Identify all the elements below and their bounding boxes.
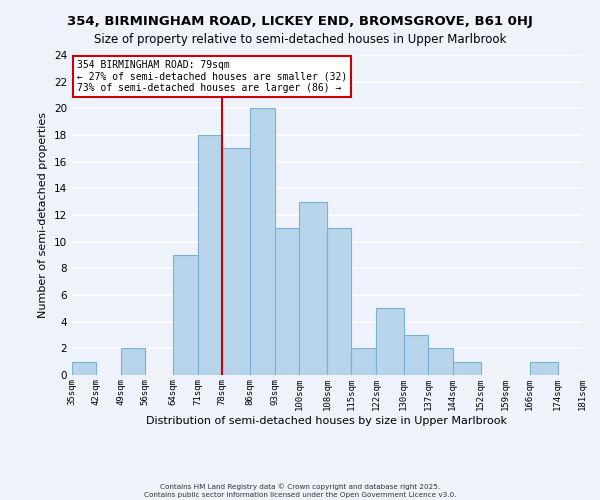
Text: 354, BIRMINGHAM ROAD, LICKEY END, BROMSGROVE, B61 0HJ: 354, BIRMINGHAM ROAD, LICKEY END, BROMSG… xyxy=(67,15,533,28)
Text: 354 BIRMINGHAM ROAD: 79sqm
← 27% of semi-detached houses are smaller (32)
73% of: 354 BIRMINGHAM ROAD: 79sqm ← 27% of semi… xyxy=(77,60,347,93)
Bar xyxy=(121,348,145,375)
Bar xyxy=(198,135,222,375)
Bar xyxy=(376,308,404,375)
Bar xyxy=(404,335,428,375)
Bar xyxy=(327,228,352,375)
Bar xyxy=(299,202,327,375)
Text: Contains HM Land Registry data © Crown copyright and database right 2025.
Contai: Contains HM Land Registry data © Crown c… xyxy=(144,484,456,498)
Bar xyxy=(72,362,97,375)
Bar xyxy=(222,148,250,375)
Text: Size of property relative to semi-detached houses in Upper Marlbrook: Size of property relative to semi-detach… xyxy=(94,32,506,46)
Bar xyxy=(453,362,481,375)
X-axis label: Distribution of semi-detached houses by size in Upper Marlbrook: Distribution of semi-detached houses by … xyxy=(146,416,508,426)
Bar xyxy=(250,108,275,375)
Bar xyxy=(428,348,453,375)
Bar xyxy=(275,228,299,375)
Bar xyxy=(173,255,198,375)
Y-axis label: Number of semi-detached properties: Number of semi-detached properties xyxy=(38,112,49,318)
Bar xyxy=(352,348,376,375)
Bar xyxy=(530,362,557,375)
